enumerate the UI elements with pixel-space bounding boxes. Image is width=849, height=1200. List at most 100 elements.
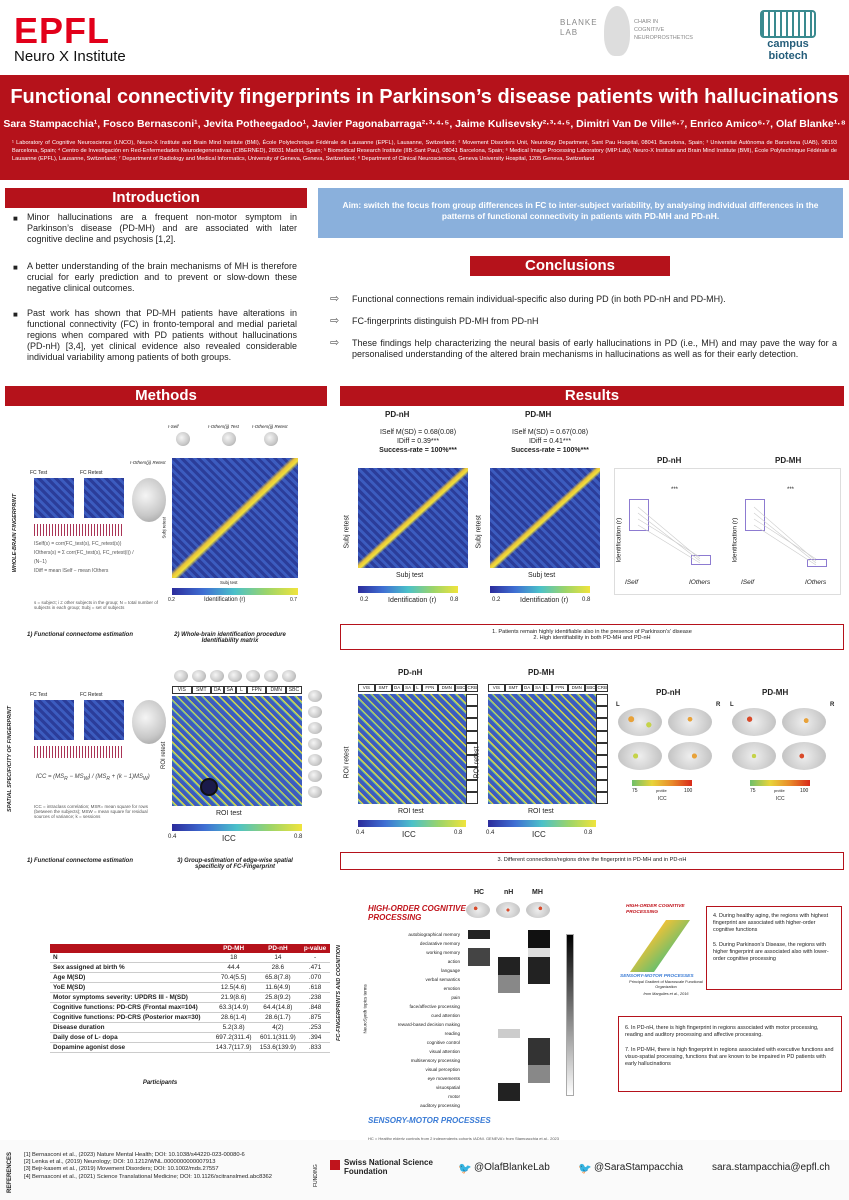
topic-term: pain <box>451 995 460 1000</box>
conclusions-body: ⇨ Functional connections remain individu… <box>330 290 840 370</box>
timeseries-plot <box>34 746 124 758</box>
brain-surface-map <box>732 708 776 736</box>
table-header <box>50 944 212 953</box>
building-icon <box>760 10 816 38</box>
network-tick <box>596 755 608 768</box>
boxplot-stars: *** <box>671 487 679 493</box>
brain-icon <box>308 770 322 782</box>
icc-matrix <box>172 696 302 806</box>
table-cell: .394 <box>300 1032 330 1043</box>
pdnh-icc-colorbar <box>358 820 466 827</box>
nh-column <box>498 930 520 1110</box>
iothers-test-label: I-Others(ij) Test <box>208 424 239 429</box>
brain-icon <box>264 670 278 682</box>
boxplot-stars: *** <box>787 487 795 493</box>
network-tick <box>466 779 478 792</box>
topic-term: visual perception <box>425 1067 460 1072</box>
brain-icon <box>282 670 296 682</box>
pdnh-pctile-colorbar <box>632 780 692 786</box>
network-tick <box>596 742 608 756</box>
network-label: DMN <box>438 684 456 692</box>
topic-term: motor <box>448 1094 460 1099</box>
network-tick <box>466 706 478 719</box>
table-cell: .618 <box>300 982 330 993</box>
network-label: DA <box>211 686 224 694</box>
network-label: SA <box>223 686 237 694</box>
left-hemisphere-label: L <box>616 702 620 708</box>
brains-pdmh-title: PD-MH <box>762 688 789 697</box>
subj-test-axis: Subj test <box>528 572 556 579</box>
twitter-handle-2[interactable]: @SaraStampacchia <box>594 1162 684 1173</box>
brain-icon <box>246 670 260 682</box>
icc-title: ICC <box>402 830 416 839</box>
fc-test-label: FC Test <box>30 470 48 476</box>
network-tick <box>466 767 478 780</box>
col-nh: nH <box>504 889 514 896</box>
table-cell: .070 <box>300 972 330 983</box>
network-tick <box>466 755 478 768</box>
aim-text: Aim: switch the focus from group differe… <box>342 200 819 221</box>
table-cell: 21.9(8.6) <box>211 992 256 1003</box>
table-cell: 28.6 <box>255 962 301 973</box>
email-link[interactable]: sara.stampacchia@epfl.ch <box>712 1162 830 1173</box>
table-row: Dopamine agonist dose 143.7(117.9) 153.6(1… <box>50 1042 330 1053</box>
network-label: DA <box>391 684 403 692</box>
network-labels: VIS SMT DA SA L FPN DMN SBC <box>172 686 302 694</box>
blanke-lab-logo: BLANKE LAB CHAIR IN COGNITIVE NEUROPROST… <box>560 6 693 66</box>
topic-term: language <box>441 968 460 973</box>
table-cell: 70.4(5.5) <box>211 972 256 983</box>
icc-label: ICC <box>658 796 667 802</box>
right-hemisphere-label: R <box>716 702 721 708</box>
formula-note: s = subject; i ≠ other subjects in the g… <box>34 600 159 610</box>
brain-icon <box>308 722 322 734</box>
twitter-handle-1[interactable]: @OlafBlankeLab <box>474 1162 550 1173</box>
network-tick <box>596 779 608 792</box>
roi-test-axis: ROI test <box>216 810 242 817</box>
network-tick <box>596 767 608 780</box>
table-header: PD-MH <box>211 944 256 953</box>
pdmh-success: Success-rate = 100%*** <box>511 447 589 454</box>
network-label: DMN <box>266 686 286 694</box>
connecting-lines <box>753 506 817 566</box>
subject-brain-icon <box>264 432 278 446</box>
finding-1: 1. Patients remain highly identifiable a… <box>492 629 692 635</box>
pdnh-icc-matrix <box>358 694 466 804</box>
references-label: REFERENCES <box>7 1151 13 1193</box>
network-label: SMT <box>374 684 392 692</box>
pdmh-identifiability-matrix <box>490 468 600 568</box>
table-cell: 63.3(14.9) <box>211 1002 256 1013</box>
cognition-side-label: FC-FINGERPRINTS AND COGNITION <box>334 900 344 1100</box>
pctile-max: 100 <box>800 788 809 794</box>
roi-retest-axis: ROI retest <box>161 741 167 769</box>
neurosynth-axis: NeuroSynth topics terms <box>362 984 368 1034</box>
introduction-heading: Introduction <box>5 188 307 208</box>
pdnh-colorbar <box>358 586 458 593</box>
col-mh: MH <box>532 889 543 896</box>
table-row: Disease duration 5.2(3.8) 4(2) .253 <box>50 1022 330 1033</box>
brain-icon <box>308 706 322 718</box>
table-cell: 65.8(7.8) <box>255 972 301 983</box>
conclusion-2: FC-fingerprints distinguish PD-MH from P… <box>352 316 539 326</box>
side-label-text: WHOLE-BRAIN FINGERPRINT <box>12 493 18 573</box>
network-tick <box>466 742 478 756</box>
boxplot-ylabel: Identification (r) <box>731 517 739 563</box>
reference-1: [1] Bernasconi et al., (2023) Nature Men… <box>24 1152 245 1158</box>
footer <box>0 1140 849 1200</box>
table-cell: .833 <box>300 1042 330 1053</box>
participants-caption: Participants <box>142 1080 178 1086</box>
icc-title: ICC <box>532 830 546 839</box>
network-label: SA <box>532 684 544 692</box>
table-cell: 12.5(4.6) <box>211 982 256 993</box>
brain-surface-map <box>618 708 662 736</box>
table-cell: N <box>50 953 212 963</box>
topic-term: multisensory processing <box>410 1058 460 1063</box>
table-cell: 18 <box>211 953 256 963</box>
network-label: SMT <box>191 686 212 694</box>
network-tick <box>596 694 608 707</box>
boxplot-pdnh-title: PD-nH <box>657 456 682 465</box>
table-cell: Daily dose of L- dopa <box>50 1032 212 1043</box>
gradient-scatter <box>630 920 690 972</box>
subject-brain-icon <box>222 432 236 446</box>
reference-list: [1] Bernasconi et al., (2023) Nature Men… <box>24 1152 304 1181</box>
table-cell: 14 <box>255 953 301 963</box>
